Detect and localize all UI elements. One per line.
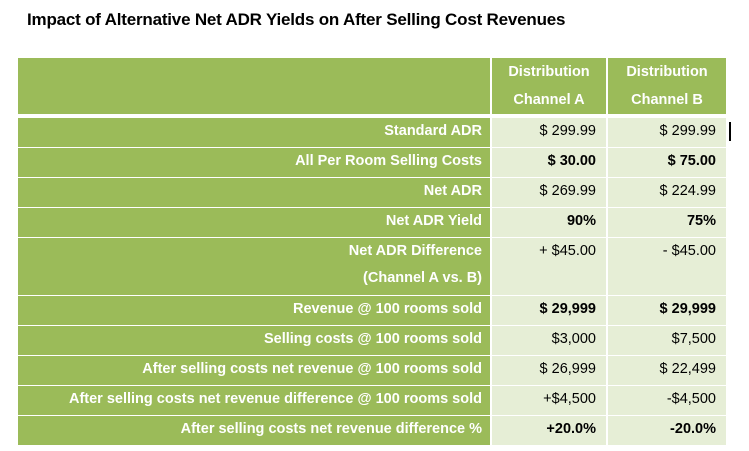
value-channel-a: 90% (492, 208, 606, 237)
value-channel-b: $ 22,499 (608, 356, 726, 385)
value-channel-a: +20.0% (492, 416, 606, 445)
row-label-text: Net ADR (423, 183, 482, 199)
row-label: Selling costs @ 100 rooms sold (18, 326, 490, 355)
text-cursor (729, 122, 731, 141)
table-body: Standard ADR $ 299.99 $ 299.99 All Per Room… (18, 118, 726, 445)
value-channel-a: $ 299.99 (492, 118, 606, 147)
value-channel-b: $ 75.00 (608, 148, 726, 177)
value-channel-b: -$4,500 (608, 386, 726, 415)
table-row: Net ADR Difference (Channel A vs. B) + $45… (18, 237, 726, 295)
row-label-text: All Per Room Selling Costs (295, 153, 482, 169)
value-channel-b: $ 29,999 (608, 296, 726, 325)
table-header: Distribution Channel A Distribution Chan… (18, 58, 726, 114)
value-channel-a: +$4,500 (492, 386, 606, 415)
row-label-text: Net ADR Difference (348, 243, 482, 259)
table-title: Impact of Alternative Net ADR Yields on … (27, 10, 566, 29)
row-label-text: After selling costs net revenue differen… (180, 421, 482, 437)
header-channel-b: Distribution Channel B (608, 58, 726, 114)
value-channel-b: 75% (608, 208, 726, 237)
row-label: After selling costs net revenue differen… (18, 386, 490, 415)
row-label-text: After selling costs net revenue differen… (68, 391, 482, 407)
row-label: Standard ADR (18, 118, 490, 147)
row-label: All Per Room Selling Costs (18, 148, 490, 177)
table-row: Revenue @ 100 rooms sold $ 29,999 $ 29,999 (18, 295, 726, 325)
value-channel-a: $ 30.00 (492, 148, 606, 177)
row-label-text: After selling costs net revenue @ 100 ro… (142, 361, 482, 377)
row-label-text: Net ADR Yield (385, 213, 482, 229)
row-label: Net ADR Yield (18, 208, 490, 237)
revenue-table: Distribution Channel A Distribution Chan… (18, 58, 726, 445)
value-channel-a: $ 26,999 (492, 356, 606, 385)
value-channel-b: - $45.00 (608, 238, 726, 295)
row-label: Revenue @ 100 rooms sold (18, 296, 490, 325)
row-label: Net ADR Difference (Channel A vs. B) (18, 238, 490, 295)
row-label-text: Selling costs @ 100 rooms sold (263, 331, 482, 347)
table-row: Net ADR $ 269.99 $ 224.99 (18, 177, 726, 207)
row-label-subtext: (Channel A vs. B) (363, 270, 482, 286)
value-channel-b: $ 299.99 (608, 118, 726, 147)
table-row: After selling costs net revenue differen… (18, 415, 726, 445)
value-channel-b: $ 224.99 (608, 178, 726, 207)
row-label: After selling costs net revenue @ 100 ro… (18, 356, 490, 385)
table-row: After selling costs net revenue differen… (18, 385, 726, 415)
table-row: Standard ADR $ 299.99 $ 299.99 (18, 118, 726, 147)
table-row: Selling costs @ 100 rooms sold $3,000 $7,5… (18, 325, 726, 355)
table-row: Net ADR Yield 90% 75% (18, 207, 726, 237)
header-blank (18, 58, 490, 114)
table-row: After selling costs net revenue @ 100 ro… (18, 355, 726, 385)
value-channel-a: $ 269.99 (492, 178, 606, 207)
value-channel-b: -20.0% (608, 416, 726, 445)
value-channel-a: $3,000 (492, 326, 606, 355)
row-label-text: Standard ADR (384, 123, 482, 139)
value-channel-b: $7,500 (608, 326, 726, 355)
header-channel-a: Distribution Channel A (492, 58, 606, 114)
row-label-text: Revenue @ 100 rooms sold (292, 301, 482, 317)
table-row: All Per Room Selling Costs $ 30.00 $ 75.00 (18, 147, 726, 177)
value-channel-a: + $45.00 (492, 238, 606, 295)
value-channel-a: $ 29,999 (492, 296, 606, 325)
row-label: After selling costs net revenue differen… (18, 416, 490, 445)
row-label: Net ADR (18, 178, 490, 207)
